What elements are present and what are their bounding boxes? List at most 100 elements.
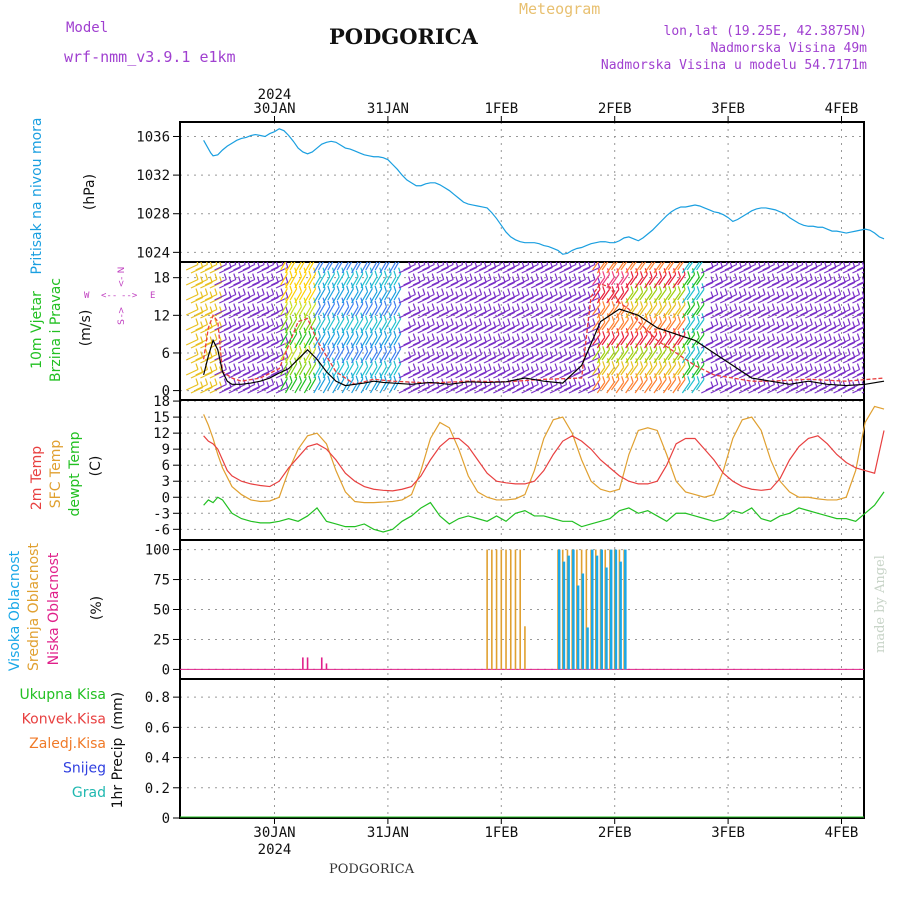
wind-barb (790, 383, 804, 391)
wind-barb (876, 340, 888, 345)
wind-barb-flag (355, 285, 359, 292)
wind-barb-flag (346, 315, 350, 322)
wind-barb-flag (677, 301, 681, 308)
wind-barb (644, 262, 653, 274)
wind-barb (374, 288, 383, 301)
wind-barb (488, 278, 501, 286)
wind-barb (493, 326, 506, 334)
wind-barb (681, 337, 691, 349)
wind-barb (823, 386, 837, 394)
wind-barb (592, 379, 601, 391)
wind-barb (734, 353, 747, 361)
wind-barb (426, 326, 440, 334)
wind-barb-flag (649, 301, 653, 308)
wind-barb (672, 352, 681, 364)
wind-barb (530, 341, 544, 349)
wind-barb (469, 383, 482, 391)
wind-barb (861, 271, 864, 274)
wind-barb-flag (752, 288, 757, 295)
wind-barb (341, 351, 350, 364)
sfc-temp-line (203, 405, 885, 504)
wind-barb (653, 262, 662, 274)
wind-barb (568, 296, 581, 304)
wind-barb (705, 353, 719, 361)
wind-barb (658, 349, 667, 361)
wind-barb-flag (881, 352, 883, 358)
wind-barb (379, 306, 387, 319)
wind-barb (308, 303, 317, 316)
wind-barb (743, 308, 756, 316)
wind-barb (606, 322, 615, 334)
y-tick-label: 1036 (136, 129, 170, 145)
wind-barb-flag (478, 363, 483, 370)
wind-barb (398, 371, 411, 379)
wind-barb (294, 321, 302, 334)
wind-barb (369, 351, 378, 364)
wind-barb (256, 386, 270, 394)
wind-barb-flag (687, 301, 691, 308)
wind-barb (861, 286, 864, 289)
panel-frame (179, 678, 865, 819)
wind-barb-flag (233, 363, 237, 370)
wind-barb-flag (234, 262, 237, 265)
wind-barb-flag (886, 259, 888, 265)
wind-barb (303, 336, 312, 349)
wind-barb-flag (809, 363, 813, 370)
wind-barb (308, 363, 317, 376)
wind-barb (214, 353, 227, 361)
page-title: PODGORICA (329, 24, 478, 49)
wind-barb (360, 321, 369, 334)
wind-barb (719, 281, 733, 289)
wind-barb (549, 356, 563, 364)
wind-barb (455, 371, 468, 379)
wind-barb (809, 323, 822, 331)
wind-barb (233, 383, 246, 391)
wind-barb (705, 263, 719, 271)
wind-barb-flag (488, 303, 492, 310)
wind-barb (422, 263, 435, 271)
wind-barb-flag (289, 345, 293, 352)
wind-barb (327, 333, 335, 346)
wind-barb (408, 341, 421, 349)
wind-barb-flag (327, 285, 331, 292)
wind-barb (483, 371, 496, 379)
wind-barb (228, 356, 241, 364)
wind-barb-flag (847, 363, 851, 370)
wind-barb-flag (336, 330, 340, 337)
wind-barb (200, 386, 213, 394)
wind-barb (526, 353, 539, 361)
wind-barb (867, 385, 879, 390)
wind-barb (398, 281, 411, 289)
wind-barb (521, 326, 534, 334)
wind-barb (327, 348, 335, 361)
wind-barb (644, 277, 653, 289)
wind-barb (346, 303, 354, 316)
wind-barb (237, 371, 251, 379)
wind-barb-flag (621, 286, 625, 293)
wind-barb (871, 298, 883, 303)
wind-barb-flag (639, 346, 644, 353)
wind-barb (247, 296, 260, 304)
wind-barb (530, 281, 544, 289)
wind-barb (332, 321, 340, 334)
wind-barb (757, 281, 770, 289)
wind-barb (256, 371, 270, 379)
wind-barb (398, 296, 411, 304)
wind-barb (195, 353, 208, 361)
wind-barb-flag (262, 262, 265, 265)
wind-barb (625, 262, 634, 274)
wind-barb (601, 379, 610, 391)
wind-barb-flag (734, 303, 738, 310)
wind-barb (545, 278, 558, 286)
wind-barb (658, 274, 667, 286)
wind-barb-flag (516, 363, 520, 370)
wind-barb-flag (856, 378, 861, 385)
wind-barb-flag (469, 303, 473, 310)
wind-barb (587, 266, 600, 274)
wind-barb (696, 334, 705, 346)
wind-barb (426, 371, 440, 379)
wind-barb-flag (828, 363, 832, 370)
wind-barb (351, 262, 359, 274)
wind-barb-flag (696, 316, 700, 323)
wind-barb (814, 311, 827, 319)
